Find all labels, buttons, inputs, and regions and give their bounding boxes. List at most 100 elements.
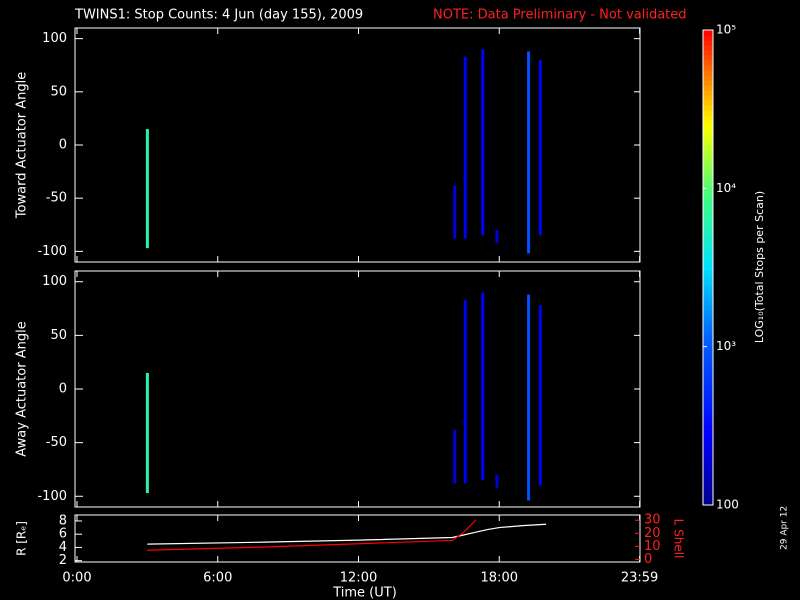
colorbar-swatch [703,220,713,226]
colorbar-swatch [703,360,713,366]
colorbar-swatch [703,390,713,396]
count-streak [463,56,467,239]
colorbar-swatch [703,255,713,261]
colorbar-swatch [703,85,713,91]
colorbar-swatch [703,205,713,211]
colorbar-swatch [703,490,713,496]
colorbar-swatch [703,260,713,266]
count-streak [453,185,457,239]
colorbar-swatch [703,455,713,461]
colorbar-swatch [703,125,713,131]
colorbar-swatch [703,310,713,316]
colorbar-swatch [703,410,713,416]
colorbar-swatch [703,230,713,236]
colorbar-tick-label: 10⁴ [716,181,736,195]
x-tick-label: 18:00 [481,571,518,586]
y-tick-label: 0 [59,382,67,397]
colorbar-swatch [703,185,713,191]
plot-frame [74,270,641,508]
count-streak [527,51,531,254]
date-stamp: 29 Apr 12 [780,506,790,550]
y-tick-label: 50 [50,84,67,99]
colorbar-swatch [703,435,713,441]
y-tick-label: 4 [59,540,67,555]
y-tick-label: 100 [42,274,67,289]
colorbar-swatch [703,500,713,506]
y-tick-label: 0 [59,138,67,153]
colorbar-swatch [703,235,713,241]
colorbar-swatch [703,315,713,321]
y-tick-label: 6 [59,527,67,542]
colorbar-swatch [703,280,713,286]
colorbar-swatch [703,395,713,401]
colorbar-swatch [703,35,713,41]
colorbar-swatch [703,370,713,376]
colorbar-swatch [703,155,713,161]
y-axis-label: Away Actuator Angle [15,321,30,456]
colorbar-swatch [703,380,713,386]
colorbar-swatch [703,240,713,246]
y-tick-label: 100 [42,31,67,46]
colorbar-frame [702,29,714,506]
colorbar-swatch [703,225,713,231]
count-streak [481,49,485,236]
note: NOTE: Data Preliminary - Not validated [433,8,687,23]
colorbar-swatch [703,270,713,276]
x-axis-label: Time (UT) [332,586,397,600]
colorbar-swatch [703,420,713,426]
colorbar-swatch [703,100,713,106]
count-streak [481,292,485,481]
colorbar-swatch [703,40,713,46]
x-tick-label: 6:00 [203,571,232,586]
chart-title: TWINS1: Stop Counts: 4 Jun (day 155), 20… [74,8,363,23]
colorbar-swatch [703,275,713,281]
count-streak [527,294,531,501]
colorbar-swatch [703,160,713,166]
count-streak [463,299,467,484]
colorbar-tick-label: 100 [716,498,739,512]
colorbar-swatch [703,330,713,336]
plot-frame [74,27,641,263]
colorbar-swatch [703,165,713,171]
y-tick-label: -50 [46,191,67,206]
colorbar-swatch [703,340,713,346]
colorbar-swatch [703,335,713,341]
colorbar-swatch [703,115,713,121]
y2-axis-label: L Shell [672,519,686,559]
colorbar-swatch [703,355,713,361]
colorbar-swatch [703,70,713,76]
colorbar-swatch [703,210,713,216]
colorbar-swatch [703,405,713,411]
colorbar-swatch [703,300,713,306]
y2-tick-label: 10 [644,539,661,554]
colorbar-swatch [703,440,713,446]
colorbar-swatch [703,245,713,251]
colorbar-swatch [703,365,713,371]
colorbar-swatch [703,180,713,186]
colorbar-swatch [703,90,713,96]
colorbar-swatch [703,375,713,381]
colorbar-swatch [703,325,713,331]
y-tick-label: -100 [37,489,67,504]
colorbar-tick-label: 10³ [716,339,736,353]
colorbar-swatch [703,105,713,111]
y-tick-label: 8 [59,513,67,528]
colorbar-swatch [703,60,713,66]
colorbar-swatch [703,110,713,116]
colorbar-swatch [703,350,713,356]
colorbar-swatch [703,465,713,471]
colorbar-swatch [703,200,713,206]
colorbar-swatch [703,485,713,491]
count-streak [495,474,499,488]
count-streak [453,429,457,484]
count-streak [145,129,149,249]
colorbar-swatch [703,320,713,326]
colorbar-swatch [703,480,713,486]
y-tick-label: -50 [46,435,67,450]
colorbar-tick-label: 10⁵ [716,23,736,37]
colorbar-swatch [703,65,713,71]
y-axis-label: Toward Actuator Angle [15,72,30,219]
colorbar-swatch [703,305,713,311]
colorbar-swatch [703,215,713,221]
